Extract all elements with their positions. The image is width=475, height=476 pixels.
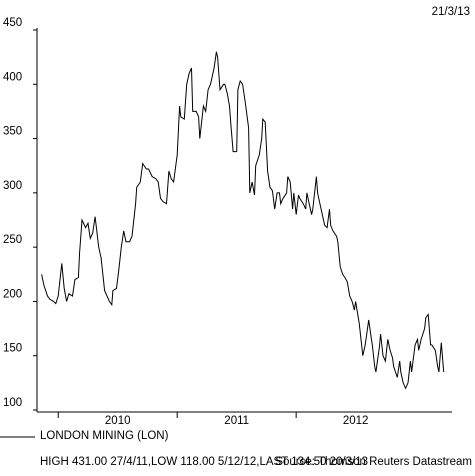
- y-tick-label: 250: [3, 234, 22, 246]
- x-tick-label: 2011: [224, 415, 249, 427]
- legend-label: LONDON MINING (LON): [40, 430, 169, 442]
- price-line: [41, 51, 445, 390]
- y-tick-label: 200: [3, 288, 22, 300]
- x-tick-label: 2010: [105, 415, 131, 427]
- source: Source: Thomson Reuters Datastream: [275, 456, 472, 468]
- y-tick-label: 100: [3, 397, 22, 409]
- date: 21/3/13: [432, 6, 470, 18]
- footnote: HIGH 431.00 27/4/11,LOW 118.00 5/12/12,L…: [40, 456, 368, 468]
- y-tick-label: 350: [3, 126, 22, 138]
- y-tick-label: 150: [3, 343, 22, 355]
- y-tick-label: 450: [3, 17, 22, 29]
- y-tick-label: 300: [3, 180, 22, 192]
- x-tick-label: 2012: [343, 415, 369, 427]
- y-tick-label: 400: [3, 71, 22, 83]
